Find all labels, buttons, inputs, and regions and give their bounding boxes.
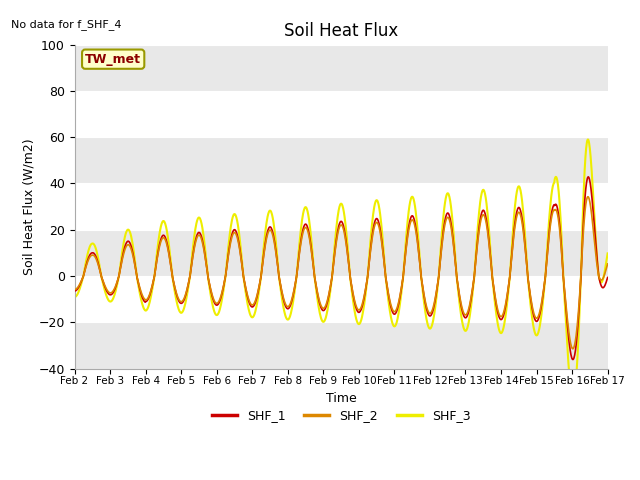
Legend: SHF_1, SHF_2, SHF_3: SHF_1, SHF_2, SHF_3	[207, 404, 476, 427]
Bar	[74, 276, 607, 322]
SHF_3	[70, 294, 78, 300]
Bar	[74, 183, 607, 230]
Bar	[74, 322, 607, 369]
Line: SHF_2: SHF_2	[74, 197, 607, 349]
Line: SHF_3: SHF_3	[74, 140, 607, 399]
Bar	[74, 45, 607, 91]
SHF_1	[604, 275, 611, 280]
SHF_3	[569, 396, 577, 402]
SHF_1	[424, 310, 431, 315]
SHF_1	[493, 307, 501, 313]
Bar	[74, 137, 607, 183]
SHF_3	[176, 309, 184, 315]
SHF_2	[424, 307, 431, 313]
SHF_2	[70, 287, 78, 292]
Line: SHF_1: SHF_1	[74, 177, 607, 360]
SHF_3	[424, 321, 431, 327]
SHF_1	[569, 357, 577, 362]
SHF_2	[584, 194, 592, 200]
SHF_1	[584, 174, 592, 180]
SHF_2	[249, 302, 257, 308]
SHF_2	[189, 252, 197, 258]
SHF_2	[569, 346, 577, 352]
SHF_1	[189, 251, 197, 257]
SHF_3	[249, 314, 257, 320]
SHF_2	[540, 282, 548, 288]
Y-axis label: Soil Heat Flux (W/m2): Soil Heat Flux (W/m2)	[22, 138, 36, 275]
SHF_3	[604, 251, 611, 256]
Text: No data for f_SHF_4: No data for f_SHF_4	[10, 19, 121, 30]
SHF_3	[493, 318, 501, 324]
SHF_3	[540, 285, 548, 291]
SHF_1	[176, 300, 184, 306]
SHF_2	[604, 261, 611, 267]
Bar	[74, 230, 607, 276]
Bar	[74, 91, 607, 137]
Text: TW_met: TW_met	[85, 53, 141, 66]
Title: Soil Heat Flux: Soil Heat Flux	[284, 22, 398, 40]
SHF_2	[176, 299, 184, 304]
SHF_1	[540, 282, 548, 288]
X-axis label: Time: Time	[326, 392, 356, 405]
SHF_1	[70, 288, 78, 294]
SHF_1	[249, 304, 257, 310]
SHF_3	[189, 243, 197, 249]
SHF_3	[584, 137, 592, 143]
SHF_2	[493, 305, 501, 311]
